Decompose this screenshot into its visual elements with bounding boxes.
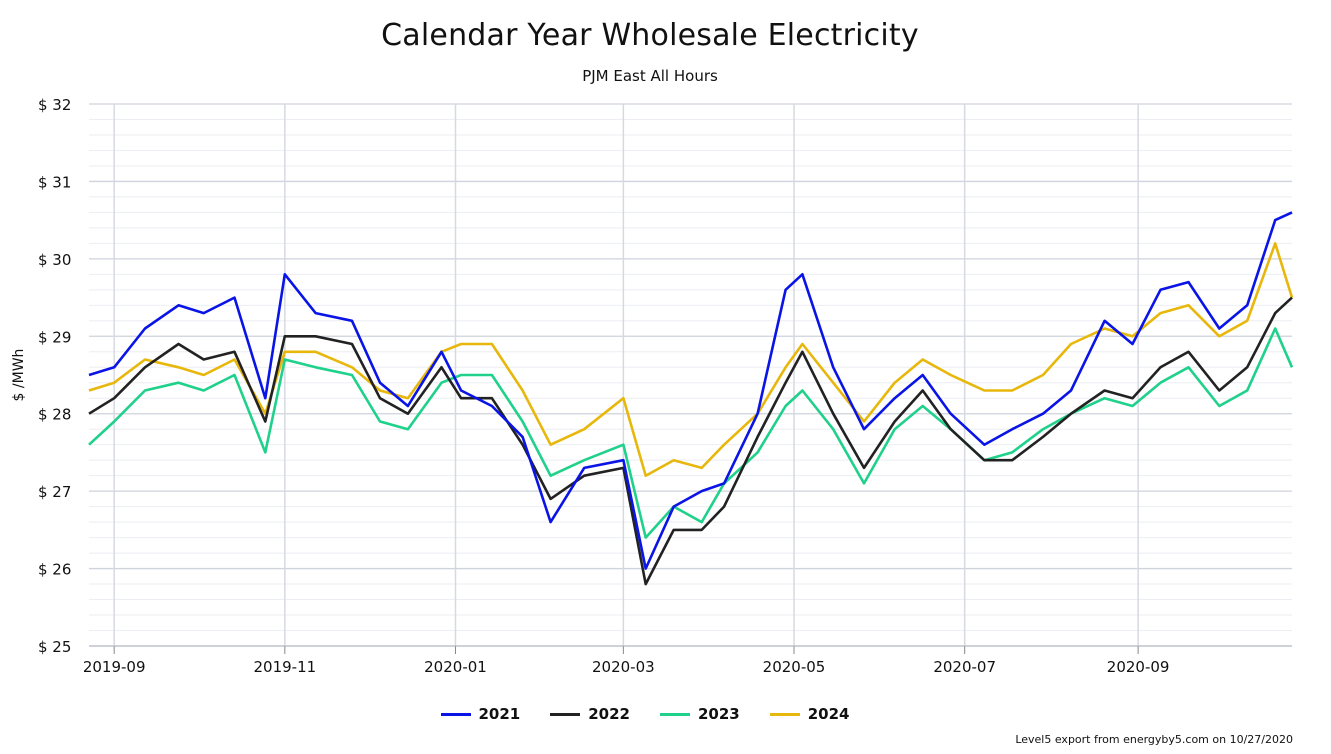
legend-label: 2022 [588,705,630,723]
legend-label: 2023 [698,705,740,723]
y-tick-label: $ 32 [38,96,71,114]
chart-subtitle: PJM East All Hours [582,67,718,85]
y-tick-label: $ 28 [38,406,71,424]
series-line-2022 [88,296,1293,586]
legend-label: 2024 [807,705,850,723]
legend-item-2023[interactable]: 2023 [660,705,740,723]
x-tick-label: 2020-05 [763,658,826,676]
y-tick-label: $ 31 [38,173,71,191]
legend-swatch [550,712,581,716]
chart-legend: 2021 2022 2023 2024 [0,705,1290,723]
legend-item-2024[interactable]: 2024 [769,705,850,723]
y-tick-label: $ 25 [38,638,71,656]
x-tick-label: 2020-03 [592,658,655,676]
x-tick-label: 2019-11 [253,658,316,676]
y-tick-label: $ 27 [38,483,71,501]
legend-swatch [769,712,800,716]
y-axis-label: $ /MWh [11,349,27,402]
y-tick-label: $ 30 [38,251,71,269]
legend-label: 2021 [478,705,521,723]
chart-title: Calendar Year Wholesale Electricity [381,18,919,53]
x-tick-label: 2020-09 [1107,658,1170,676]
legend-item-2021[interactable]: 2021 [440,705,521,723]
series-line-2023 [88,327,1294,539]
legend-swatch [440,712,471,716]
export-footer: Level5 export from energyby5.com on 10/2… [1015,733,1293,746]
legend-swatch [660,712,690,716]
legend-item-2022[interactable]: 2022 [550,705,630,723]
series-line-2024 [88,242,1294,478]
line-chart: $ 25 $ 26 $ 27 $ 28 $ 29 $ 30 $ 31 $ 32 2019-09 2… [11,96,1294,676]
x-tick-label: 2019-09 [83,658,146,676]
y-tick-label: $ 26 [38,561,71,579]
x-tick-label: 2020-07 [933,658,996,676]
y-tick-label: $ 29 [38,328,71,346]
x-tick-label: 2020-01 [424,658,487,676]
series-line-2021 [88,211,1293,570]
